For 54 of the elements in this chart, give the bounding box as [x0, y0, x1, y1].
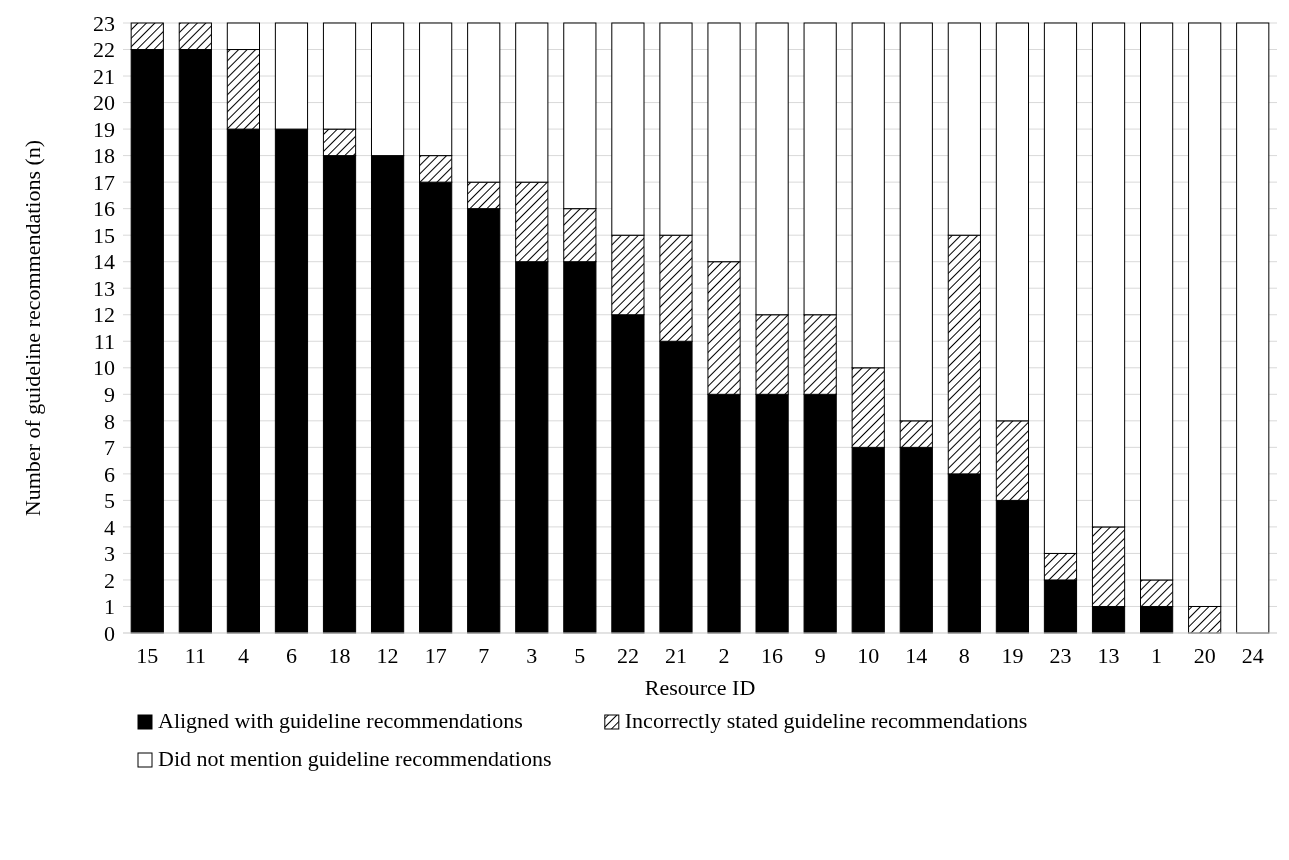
x-tick-label: 9: [814, 643, 826, 668]
bar: [1236, 22, 1270, 634]
y-tick-label: 4: [104, 514, 115, 540]
y-tick-label: 12: [93, 302, 115, 328]
y-tick-label: 21: [93, 63, 115, 89]
y-tick-label: 19: [93, 116, 115, 142]
x-tick-label: 19: [1001, 643, 1024, 668]
x-tick-label: 7: [478, 643, 490, 668]
y-tick-label: 20: [93, 90, 115, 116]
x-tick-label: 4: [237, 643, 249, 668]
y-tick-label: 8: [104, 408, 115, 434]
x-tick-label: 1: [1151, 643, 1163, 668]
y-tick-label: 2: [104, 567, 115, 593]
legend-label: Aligned with guideline recommendations: [158, 708, 523, 733]
y-axis-title: Number of guideline recommendations (n): [20, 139, 45, 517]
x-tick-label: 2: [718, 643, 730, 668]
x-tick-label: 3: [526, 643, 538, 668]
y-tick-label: 7: [104, 435, 115, 461]
x-tick-label: 16: [761, 643, 784, 668]
x-tick-label: 21: [664, 643, 687, 668]
x-tick-label: 8: [958, 643, 970, 668]
y-tick-label: 16: [93, 196, 115, 222]
x-tick-label: 6: [285, 643, 297, 668]
x-tick-label: 14: [905, 643, 928, 668]
x-tick-label: 17: [424, 643, 447, 668]
y-tick-label: 18: [93, 143, 115, 169]
legend-label: Did not mention guideline recommendations: [158, 746, 552, 771]
x-tick-label: 5: [574, 643, 586, 668]
y-tick-label: 5: [104, 488, 115, 514]
x-tick-label: 22: [616, 643, 639, 668]
y-tick-label: 10: [93, 355, 115, 381]
x-tick-label: 13: [1097, 643, 1120, 668]
y-tick-label: 11: [93, 328, 115, 354]
y-tick-label: 13: [93, 275, 115, 301]
y-tick-label: 3: [104, 541, 115, 567]
x-tick-label: 11: [184, 643, 206, 668]
legend-label: Incorrectly stated guideline recommendations: [624, 708, 1028, 733]
y-tick-label: 17: [93, 169, 115, 195]
x-tick-label: 15: [136, 643, 159, 668]
x-tick-label: 18: [328, 643, 351, 668]
x-tick-label: 20: [1193, 643, 1216, 668]
y-tick-label: 0: [104, 620, 115, 646]
y-tick-label: 6: [104, 461, 115, 487]
x-tick-label: 10: [857, 643, 880, 668]
y-tick-label: 15: [93, 222, 115, 248]
y-tick-label: 23: [93, 10, 115, 36]
y-tick-label: 14: [93, 249, 115, 275]
y-tick-label: 1: [104, 594, 115, 620]
x-tick-label: 12: [376, 643, 399, 668]
y-tick-label: 9: [104, 382, 115, 407]
x-tick-label: 23: [1049, 643, 1072, 668]
x-tick-label: 24: [1241, 643, 1264, 668]
x-axis-title: Resource ID: [644, 675, 756, 700]
y-tick-label: 22: [93, 37, 115, 63]
